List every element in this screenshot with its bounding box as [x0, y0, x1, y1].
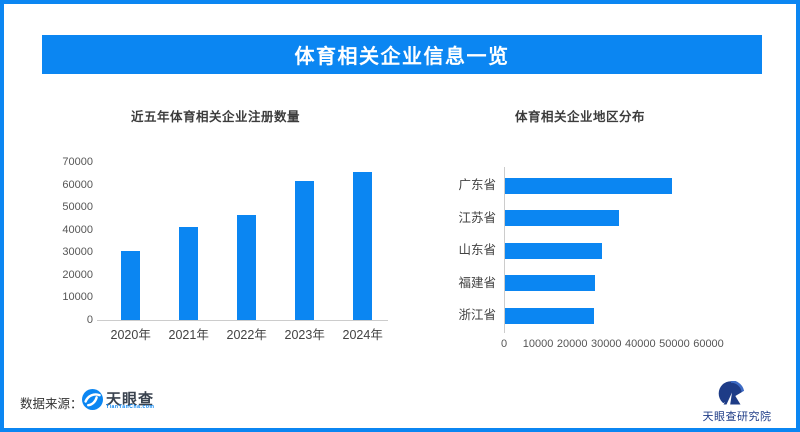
- tianyancha-domain-text: TianYanCha.com: [106, 404, 155, 410]
- y-axis-tick-label: 50000: [62, 201, 93, 213]
- bar-2023年: [295, 180, 315, 320]
- research-institute-label: 天眼查研究院: [702, 411, 772, 423]
- chart-title-registrations: 近五年体育相关企业注册数量: [131, 110, 301, 124]
- x-axis-tick-label: 40000: [625, 338, 656, 350]
- x-axis-category-label: 2021年: [168, 328, 209, 342]
- bar-江苏省: [505, 210, 620, 227]
- y-axis-line: [504, 167, 505, 333]
- y-axis-tick-label: 70000: [62, 156, 93, 168]
- y-axis-category-label: 山东省: [458, 243, 496, 258]
- x-axis-tick-label: 0: [500, 338, 508, 350]
- x-axis-tick-label: 10000: [522, 338, 554, 350]
- x-axis-category-label: 2024年: [342, 328, 383, 342]
- x-axis-tick-label: 60000: [693, 338, 724, 350]
- bar-2020年: [121, 251, 141, 320]
- bar-2022年: [237, 215, 257, 320]
- chart-title-regions: 体育相关企业地区分布: [514, 110, 645, 124]
- data-source-label: 数据来源：: [20, 397, 83, 411]
- y-axis-category-label: 广东省: [458, 178, 496, 192]
- x-axis-tick-label: 50000: [659, 338, 690, 350]
- x-axis-category-label: 2022年: [226, 328, 267, 342]
- tianyancha-logo-text: 天眼查: [106, 391, 155, 408]
- tianyancha-logo-icon: [82, 389, 103, 415]
- bar-广东省: [505, 177, 672, 194]
- bar-2021年: [179, 226, 199, 320]
- x-axis-category-label: 2023年: [284, 328, 325, 342]
- y-axis-tick-label: 40000: [62, 223, 93, 236]
- x-axis-tick-label: 20000: [556, 338, 588, 350]
- y-axis-category-label: 江苏省: [458, 210, 496, 225]
- y-axis-tick-label: 0: [86, 313, 93, 326]
- y-axis-category-label: 福建省: [458, 275, 496, 290]
- y-axis-tick-label: 30000: [62, 246, 93, 258]
- y-axis-tick-label: 60000: [62, 178, 93, 191]
- y-axis-tick-label: 20000: [62, 268, 93, 281]
- header-banner: 体育相关企业信息一览: [42, 35, 762, 74]
- x-axis-category-label: 2020年: [110, 328, 151, 342]
- y-axis-category-label: 浙江省: [458, 308, 496, 323]
- tianyancha-research-logo-icon: [715, 380, 747, 412]
- y-axis-tick-label: 10000: [62, 291, 93, 303]
- bar-2024年: [353, 171, 373, 320]
- bar-福建省: [505, 275, 596, 292]
- bar-浙江省: [505, 307, 594, 324]
- bar-山东省: [505, 242, 603, 259]
- x-axis-line: [97, 320, 388, 321]
- page-title: 体育相关企业信息一览: [294, 46, 510, 68]
- x-axis-tick-label: 30000: [590, 338, 622, 350]
